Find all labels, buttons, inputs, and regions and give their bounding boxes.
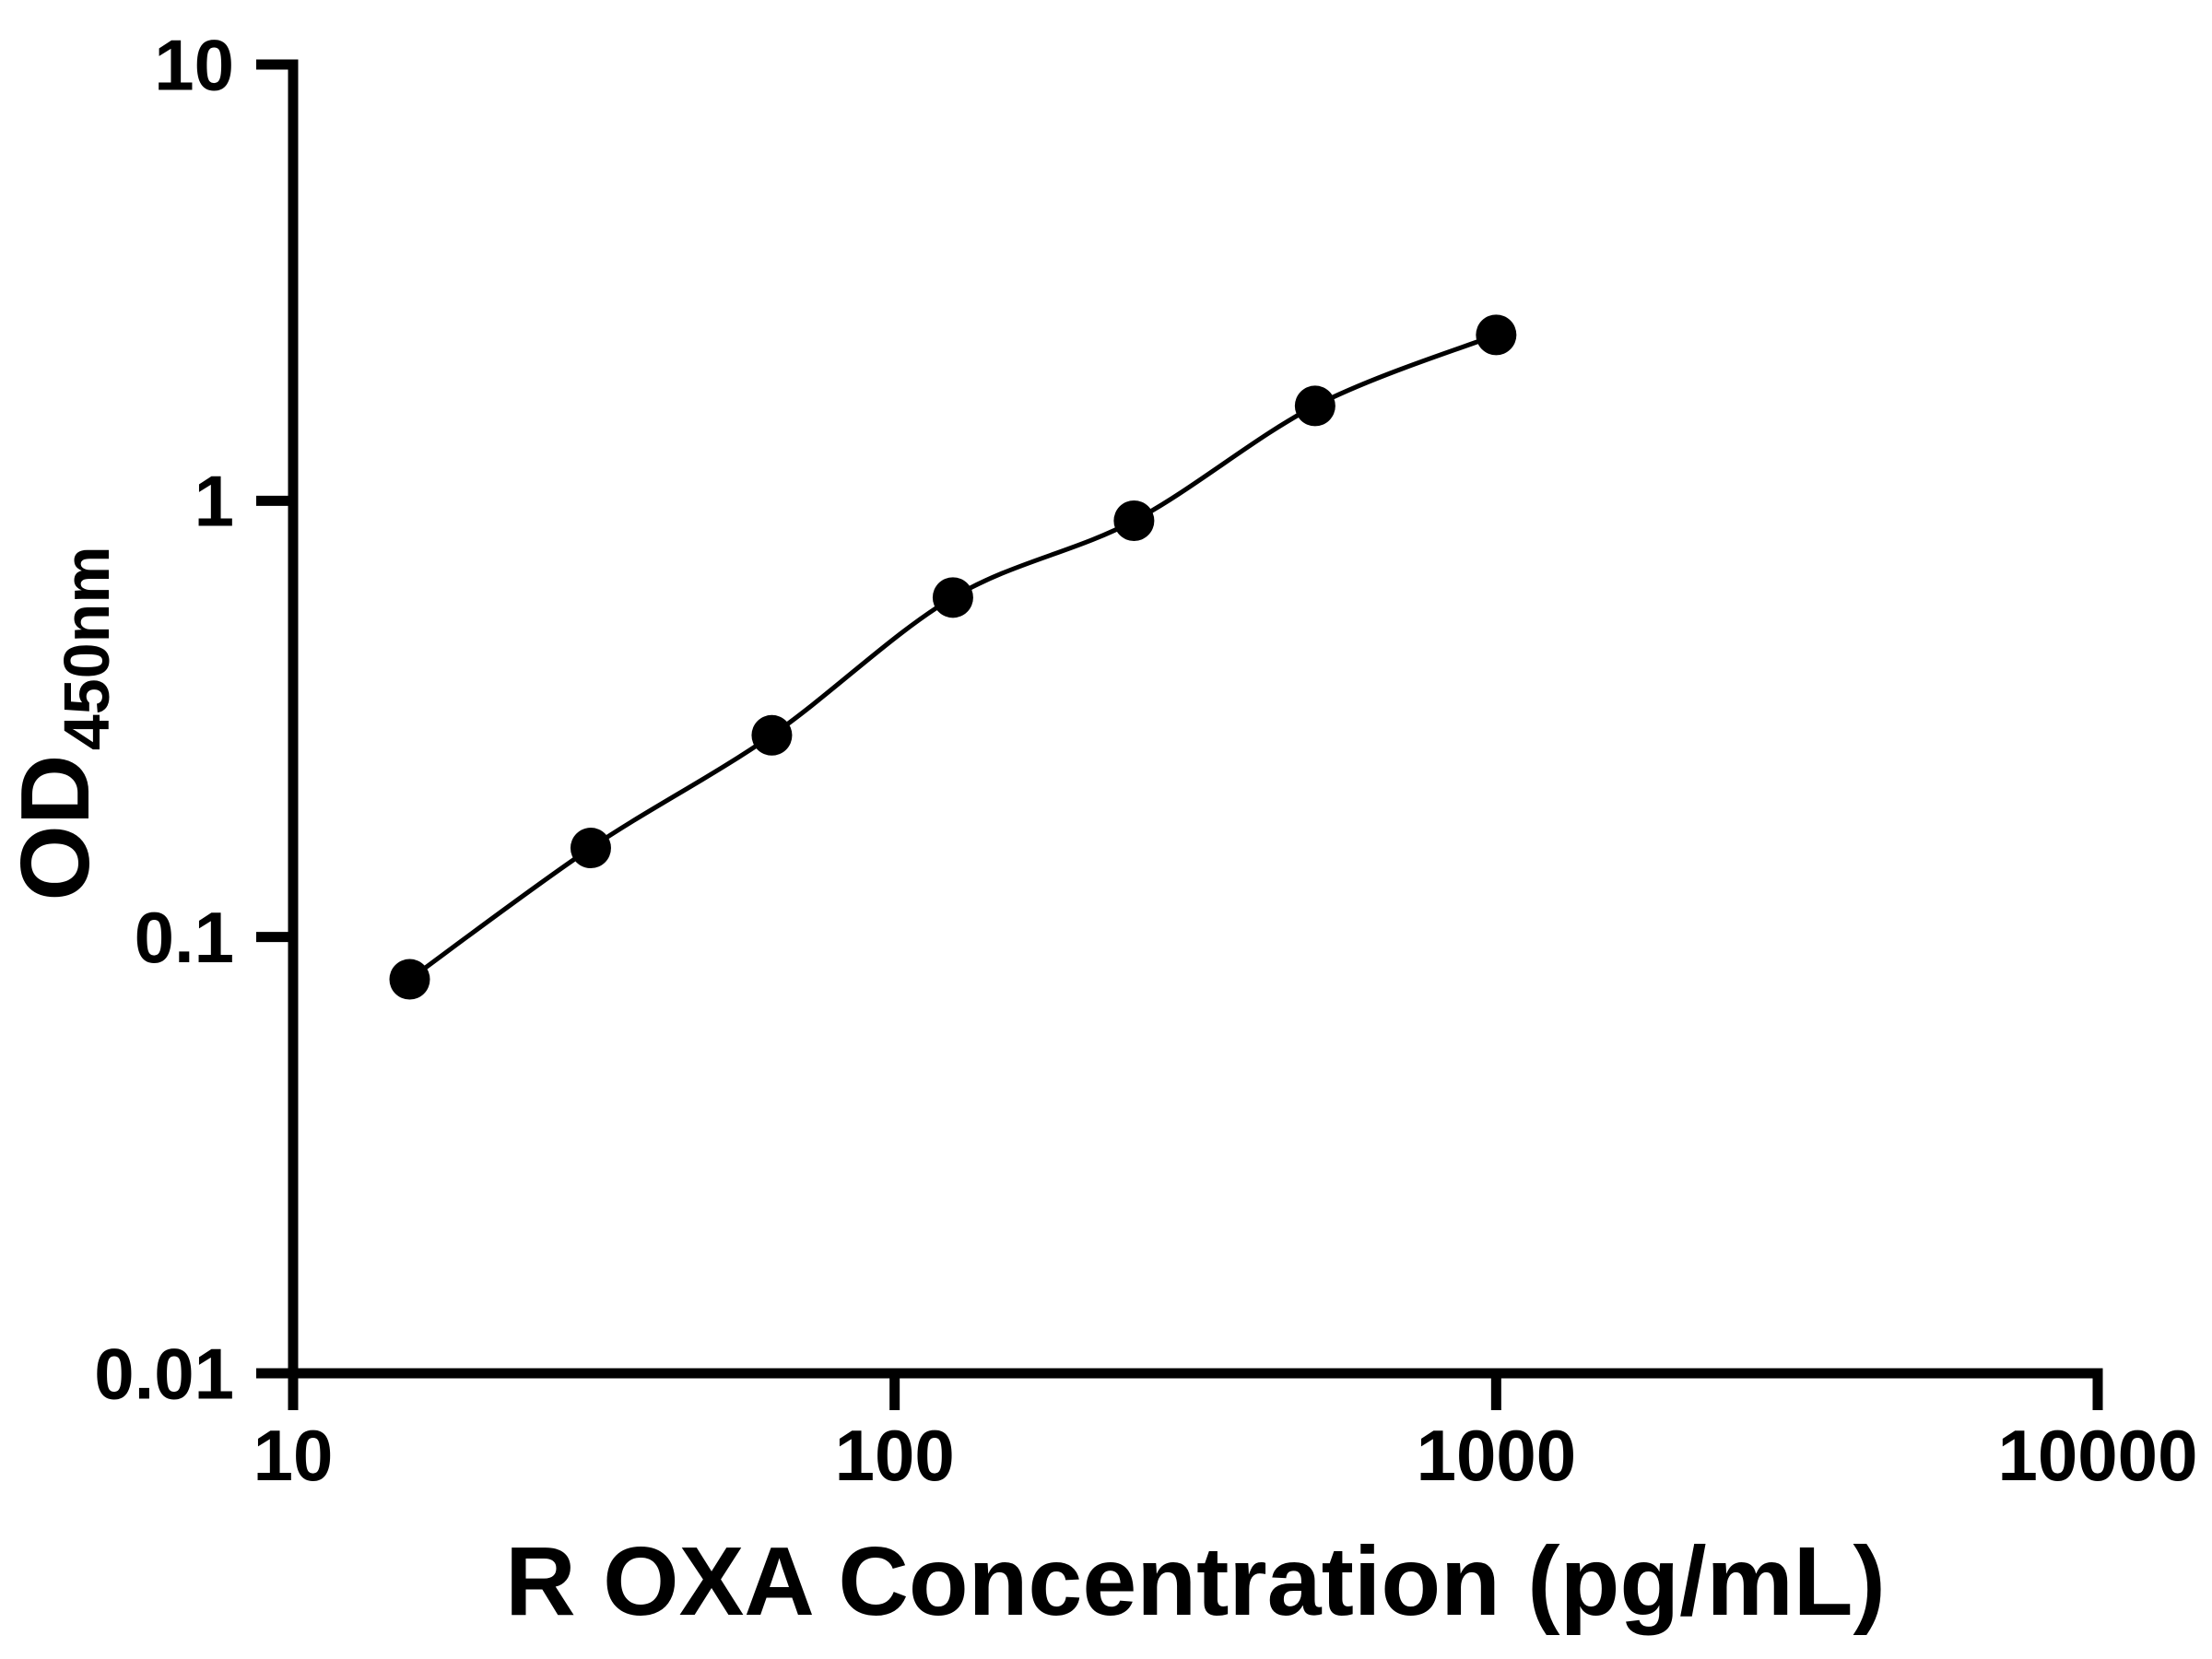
data-point [389,959,430,1000]
y-tick-label: 10 [154,24,234,105]
x-tick-label: 1000 [1417,1415,1577,1496]
data-point [1476,314,1517,356]
axis-frame [288,59,2103,1379]
data-point [1294,385,1335,427]
data-point [751,714,793,756]
x-tick-label: 100 [835,1415,955,1496]
y-axis-title-main: OD [1,755,110,901]
y-tick-label: 0.1 [135,897,234,978]
fit-curve [408,333,1498,982]
x-tick-label: 10 [253,1415,334,1496]
data-point [932,577,973,618]
x-axis-title: R OXA Concentration (pg/mL) [505,1527,1886,1636]
y-axis-title-subscript: 450nm [51,546,123,750]
data-point [1113,500,1155,541]
x-tick-label: 10000 [1998,1415,2198,1496]
y-tick-label: 1 [194,461,234,542]
data-point [570,828,611,869]
y-axis-title: OD 450nm [1,546,123,900]
y-tick-label: 0.01 [94,1333,234,1414]
